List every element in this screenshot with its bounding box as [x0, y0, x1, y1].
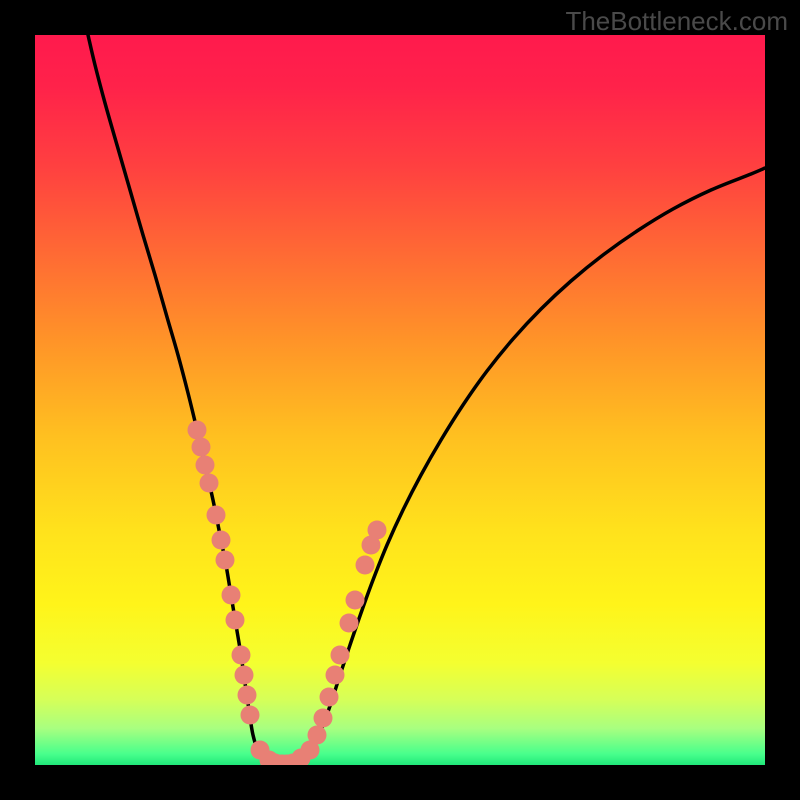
marker-dot — [200, 474, 219, 493]
curve-layer — [35, 35, 765, 765]
marker-dot — [346, 591, 365, 610]
marker-dot — [331, 646, 350, 665]
chart-container: TheBottleneck.com — [0, 0, 800, 800]
marker-dot — [368, 521, 387, 540]
marker-dot — [188, 421, 207, 440]
marker-dot — [340, 614, 359, 633]
marker-dot — [241, 706, 260, 725]
marker-dot — [235, 666, 254, 685]
marker-dot — [356, 556, 375, 575]
marker-dot — [192, 438, 211, 457]
marker-dot — [232, 646, 251, 665]
marker-dot — [196, 456, 215, 475]
marker-group — [188, 421, 387, 766]
marker-dot — [216, 551, 235, 570]
marker-dot — [207, 506, 226, 525]
marker-dot — [326, 666, 345, 685]
marker-dot — [308, 726, 327, 745]
watermark-text: TheBottleneck.com — [565, 6, 788, 37]
marker-dot — [320, 688, 339, 707]
marker-dot — [222, 586, 241, 605]
right-curve — [287, 168, 765, 765]
plot-area — [35, 35, 765, 765]
marker-dot — [226, 611, 245, 630]
marker-dot — [238, 686, 257, 705]
marker-dot — [314, 709, 333, 728]
marker-dot — [212, 531, 231, 550]
